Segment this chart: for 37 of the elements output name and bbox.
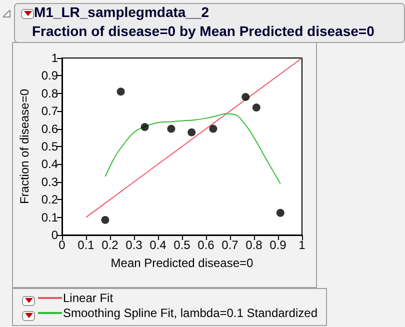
point xyxy=(242,92,250,101)
y-tick-label: 0 xyxy=(51,228,58,242)
y-tick-label: 0.7 xyxy=(41,104,58,118)
y-tick-label: 0.4 xyxy=(41,157,58,172)
y-axis-title: Fraction of disease=0 xyxy=(17,88,32,204)
legend-label: Smoothing Spline Fit, lambda=0.1 Standardized xyxy=(63,306,318,320)
x-axis-title: Mean Predicted disease=0 xyxy=(110,256,254,270)
x-tick-label: 0.6 xyxy=(198,238,215,252)
x-tick-label: 0.1 xyxy=(78,238,95,252)
line-series xyxy=(104,113,281,184)
x-tick-label: 0.9 xyxy=(270,238,287,252)
point xyxy=(140,123,149,132)
y-tick-label: 0.3 xyxy=(41,174,58,189)
chart-title: M1_LR_samplegmdata__2 xyxy=(34,4,210,20)
point xyxy=(101,216,110,224)
y-tick-label: 0.8 xyxy=(41,86,58,100)
y-tick-label: 0.6 xyxy=(41,122,58,136)
y-tick-label: 0.9 xyxy=(41,68,58,83)
legend-label: Linear Fit xyxy=(63,291,114,305)
x-tick-label: 0.2 xyxy=(102,238,119,252)
x-tick-label: 0.3 xyxy=(126,238,143,252)
point xyxy=(167,124,176,133)
chart-subtitle: Fraction of disease=0 by Mean Predicted disease=0 xyxy=(32,23,374,39)
y-tick-label: 1 xyxy=(51,51,58,65)
y-tick-label: 0.5 xyxy=(41,140,58,154)
x-tick-label: 1 xyxy=(298,238,306,252)
y-tick-label: 0.2 xyxy=(41,192,58,207)
point xyxy=(116,88,125,96)
point xyxy=(209,124,218,133)
x-tick-label: 0.5 xyxy=(174,238,191,252)
x-tick-label: 0.7 xyxy=(222,238,239,252)
x-tick-label: 0.8 xyxy=(246,238,263,252)
y-tick-label: 0.1 xyxy=(41,210,58,224)
x-tick-label: 0.4 xyxy=(150,238,167,252)
point xyxy=(252,104,260,112)
point xyxy=(276,208,284,217)
point xyxy=(188,128,196,136)
